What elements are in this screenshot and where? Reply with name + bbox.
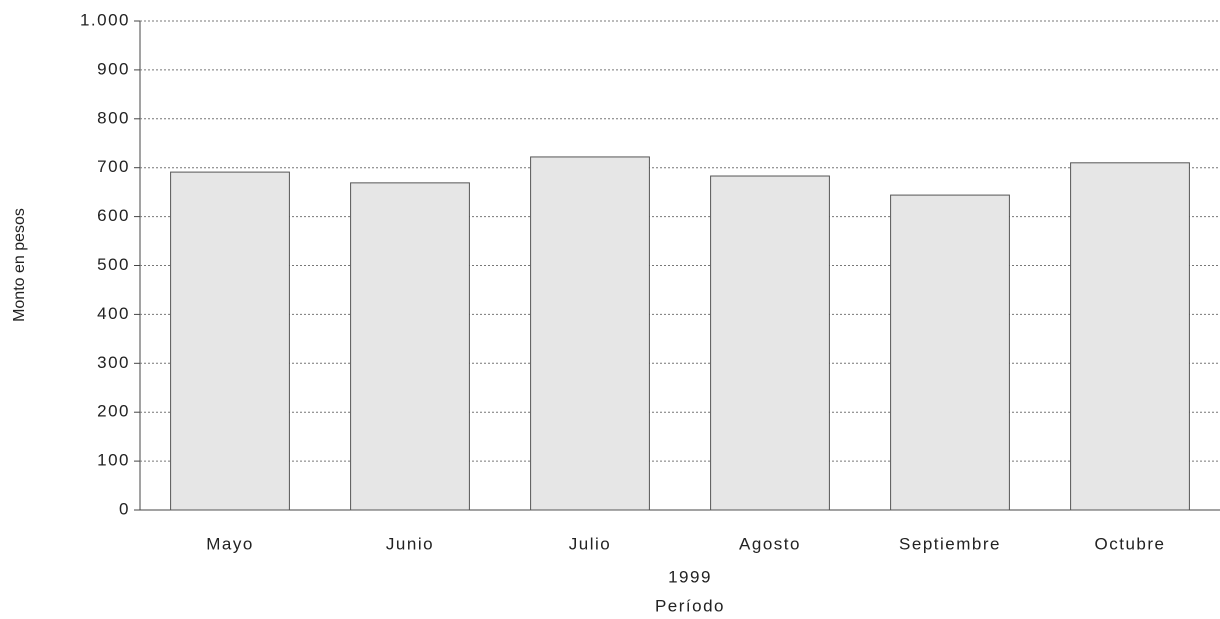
bar [710, 175, 830, 511]
x-tick-label: Octubre [1095, 534, 1166, 553]
y-tick-label: 1.000 [80, 10, 130, 29]
y-tick-label: 600 [97, 206, 130, 225]
bar [1070, 162, 1190, 511]
x-tick-label: Mayo [206, 534, 254, 553]
y-tick-label: 100 [97, 451, 130, 470]
y-tick-label: 300 [97, 353, 130, 372]
x-tick-label: Septiembre [899, 534, 1001, 553]
x-axis-label: Período [655, 596, 725, 615]
y-tick-label: 200 [97, 402, 130, 421]
bar [530, 156, 650, 511]
x-axis-label: 1999 [668, 567, 712, 586]
y-tick-label: 500 [97, 255, 130, 274]
x-tick-label: Agosto [739, 534, 801, 553]
y-tick-label: 800 [97, 108, 130, 127]
y-tick-label: 900 [97, 59, 130, 78]
x-tick-label: Julio [569, 534, 611, 553]
bar [350, 182, 470, 511]
bar [890, 194, 1010, 511]
bar [170, 171, 290, 511]
x-tick-label: Junio [386, 534, 434, 553]
y-axis-label: Monto en pesos [11, 208, 28, 322]
y-tick-label: 0 [119, 499, 130, 518]
y-tick-label: 700 [97, 157, 130, 176]
y-tick-label: 400 [97, 304, 130, 323]
